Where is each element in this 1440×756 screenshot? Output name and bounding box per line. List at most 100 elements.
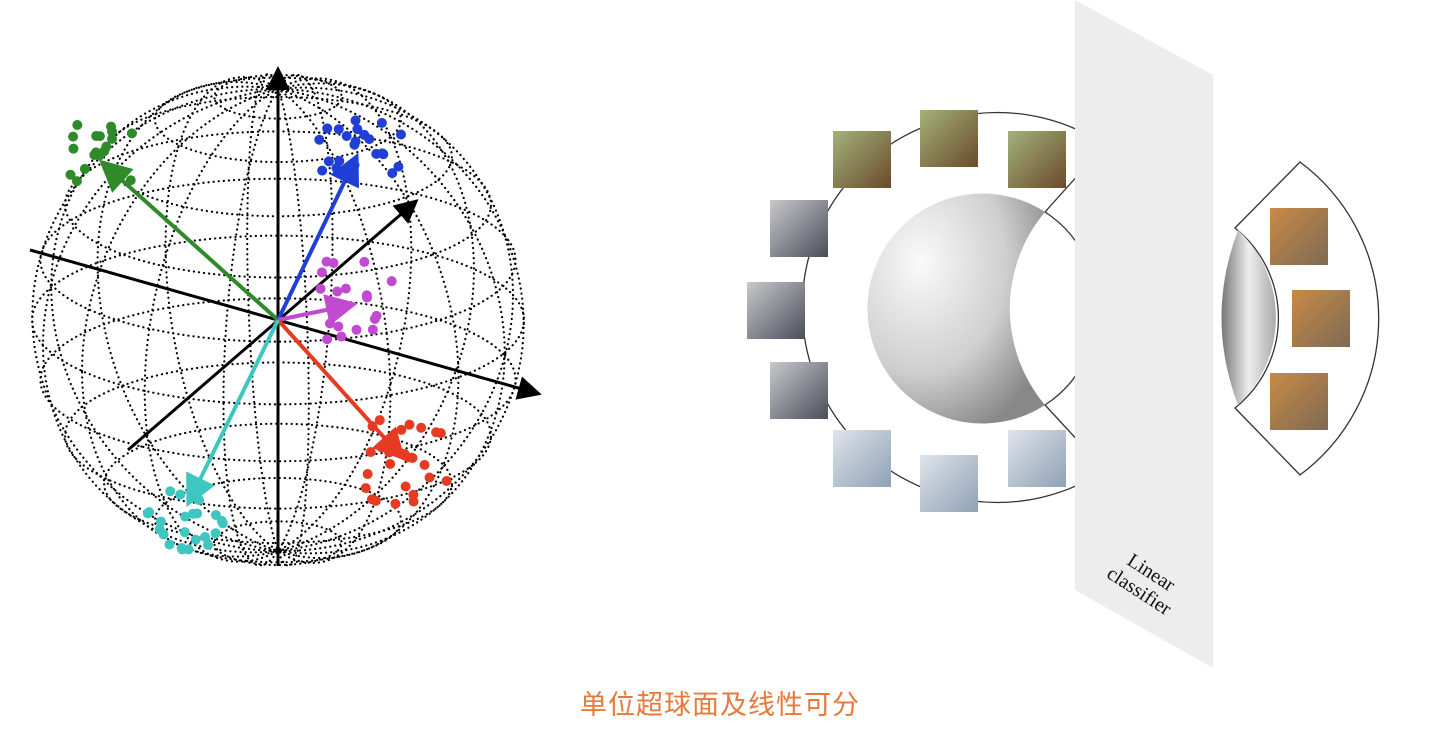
green-data-point xyxy=(71,176,82,187)
red-data-point xyxy=(365,447,376,458)
green-data-point xyxy=(68,131,79,142)
red-data-point xyxy=(419,459,430,470)
airplane-photo xyxy=(1008,430,1066,487)
blue-data-point xyxy=(350,115,361,126)
dog-photo xyxy=(920,110,978,167)
red-data-point xyxy=(431,427,442,438)
red-class-vector xyxy=(276,318,406,461)
cyan-class-vector xyxy=(186,319,280,508)
blue-class-vector xyxy=(276,152,360,321)
red-data-point xyxy=(385,458,396,469)
cyan-data-point xyxy=(190,534,201,545)
blue-data-point xyxy=(323,156,334,167)
car-photo xyxy=(770,362,828,419)
cyan-data-point xyxy=(164,539,175,550)
green-data-point xyxy=(79,163,90,174)
green-data-point xyxy=(99,146,110,157)
dog-photo xyxy=(1008,131,1066,188)
red-data-point xyxy=(384,447,395,458)
dog-photo xyxy=(833,131,891,188)
red-data-point xyxy=(400,481,411,492)
blue-data-point xyxy=(333,124,344,135)
red-data-point xyxy=(390,498,401,509)
latitude-line xyxy=(102,422,454,545)
linear-classifier-plane xyxy=(1075,0,1213,668)
longitude-line xyxy=(31,87,525,553)
separated-hemisphere xyxy=(1221,230,1276,405)
blue-data-point xyxy=(314,134,325,145)
blue-data-point xyxy=(352,124,363,135)
green-data-point xyxy=(68,143,79,154)
axis-horizontal xyxy=(29,248,542,400)
class-clusters xyxy=(65,115,452,555)
magenta-data-point xyxy=(371,310,382,321)
red-data-point xyxy=(396,424,407,435)
cyan-data-point xyxy=(179,527,190,538)
magenta-data-point xyxy=(367,324,378,335)
green-data-point xyxy=(107,126,118,137)
red-data-point xyxy=(360,483,371,494)
unit-sphere xyxy=(867,193,1045,424)
longitude-line xyxy=(143,77,413,563)
cyan-data-point xyxy=(165,486,176,497)
cyan-data-point xyxy=(194,495,205,506)
cat-photo xyxy=(1292,290,1350,347)
blue-data-point xyxy=(395,129,406,140)
red-data-point xyxy=(424,472,435,483)
magenta-data-point xyxy=(325,318,336,329)
magenta-data-point xyxy=(322,334,333,345)
longitude-line xyxy=(96,80,460,560)
cyan-data-point xyxy=(142,508,153,519)
red-data-point xyxy=(416,422,427,433)
blue-data-point xyxy=(334,155,345,166)
cyan-data-point xyxy=(187,508,198,519)
magenta-data-point xyxy=(340,283,351,294)
blue-data-point xyxy=(317,165,328,176)
figure-caption: 单位超球面及线性可分 xyxy=(580,690,860,721)
car-photo xyxy=(747,282,805,339)
cyan-data-point xyxy=(210,528,221,539)
red-data-point xyxy=(374,415,385,426)
red-data-point xyxy=(362,469,373,480)
magenta-data-point xyxy=(386,276,397,287)
cyan-data-point xyxy=(200,531,211,542)
magenta-data-point xyxy=(336,331,347,342)
blue-data-point xyxy=(387,168,398,179)
longitude-line xyxy=(80,82,476,558)
cyan-data-point xyxy=(202,539,213,550)
green-data-point xyxy=(65,169,76,180)
magenta-class-vector xyxy=(277,294,358,326)
longitude-line xyxy=(222,73,334,567)
cat-photo xyxy=(1270,208,1328,265)
magenta-data-point xyxy=(359,256,370,267)
axis-depth xyxy=(127,199,419,452)
blue-data-point xyxy=(322,123,333,134)
feature-sphere-diagram xyxy=(747,0,1380,668)
green-data-point xyxy=(126,128,137,139)
cyan-data-point xyxy=(175,489,186,500)
blue-data-point xyxy=(350,136,361,147)
magenta-data-point xyxy=(361,292,372,303)
green-class-vector xyxy=(99,159,280,322)
airplane-photo xyxy=(833,430,891,487)
magenta-data-point xyxy=(332,286,343,297)
blue-data-point xyxy=(341,131,352,142)
cyan-data-point xyxy=(177,544,188,555)
red-data-point xyxy=(407,452,418,463)
cyan-data-point xyxy=(158,529,169,540)
red-data-point xyxy=(367,421,378,432)
magenta-data-point xyxy=(315,283,326,294)
cat-photo xyxy=(1270,373,1328,430)
magenta-data-point xyxy=(321,256,332,267)
blue-data-point xyxy=(393,161,404,172)
magenta-data-point xyxy=(351,324,362,335)
car-photo xyxy=(770,200,828,257)
green-data-point xyxy=(125,175,136,186)
magenta-data-point xyxy=(316,267,327,278)
longitude-line xyxy=(164,75,392,565)
cyan-data-point xyxy=(156,516,167,527)
blue-data-point xyxy=(377,148,388,159)
blue-data-point xyxy=(376,117,387,128)
red-data-point xyxy=(376,442,387,453)
